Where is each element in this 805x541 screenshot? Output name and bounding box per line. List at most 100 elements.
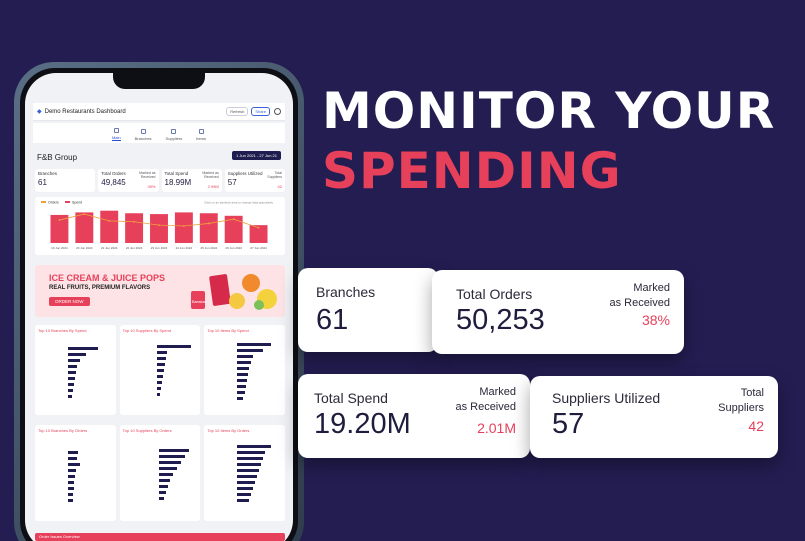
total-orders-card: Total Orders 50,253 Marked as Received 3…: [432, 270, 684, 354]
chart-x-tick: 19 Jun 2024: [51, 246, 68, 250]
panel-title: Top 10 Items By Orders: [207, 428, 250, 433]
app-header: ◆ Demo Restaurants Dashboard Refresh Sha…: [33, 103, 285, 121]
total-orders-label: Total Orders: [456, 286, 533, 302]
chart-x-tick: 24 Jun 2024: [176, 246, 193, 250]
chart-bar[interactable]: [174, 212, 193, 243]
chart-bar[interactable]: [75, 212, 94, 243]
panel-bars: [158, 449, 189, 500]
spend-panels-row: Top 10 Branches By Spend Top 10 Supplier…: [35, 325, 286, 419]
total-suppliers-value: 42: [748, 418, 764, 434]
total-spend-side-label: Marked as Received: [455, 385, 516, 415]
phone-notch: [113, 73, 205, 89]
kpi-row: Branches 61 Total Orders 49,845 Marked a…: [35, 169, 285, 192]
banner-title: ICE CREAM & JUICE POPS: [49, 273, 166, 283]
banner-brand: Barakat: [192, 299, 207, 304]
panel-title: Top 10 Branches By Orders: [38, 428, 88, 433]
share-button[interactable]: Share: [251, 107, 270, 116]
suppliers-utilized-label: Suppliers Utilized: [552, 390, 661, 406]
orders-point: [182, 225, 185, 227]
chart-x-tick: 23 Jun 2024: [151, 246, 168, 250]
chart-bar[interactable]: [125, 213, 144, 243]
kpi-value: 49,845: [101, 178, 126, 187]
total-orders-side-value: 38%: [641, 312, 670, 328]
tab-branches[interactable]: Branches: [135, 129, 152, 141]
kpi-title: Total Orders: [101, 171, 126, 176]
kpi-side-label: Marked as Received: [139, 171, 156, 179]
chart-bar[interactable]: [199, 213, 218, 243]
kpi-title: Suppliers Utilized: [227, 171, 263, 176]
chart-x-tick: 27 Jun 2024: [250, 246, 267, 250]
chart-x-tick: 21 Jun 2024: [101, 246, 118, 250]
group-title: F&B Group: [37, 153, 78, 162]
suppliers-utilized-value: 57: [552, 408, 585, 440]
chart-bar[interactable]: [50, 214, 69, 243]
chart-hint: Click on an attribute area to change dat…: [204, 201, 273, 205]
chart-bar[interactable]: [249, 225, 268, 243]
total-orders-value: 50,253: [456, 304, 545, 336]
panel-bars: [156, 345, 191, 396]
tab-suppliers[interactable]: Suppliers: [165, 129, 183, 141]
kpi-title: Total Spend: [164, 171, 189, 176]
tab-items[interactable]: Items: [196, 129, 206, 141]
chart-bar[interactable]: [224, 215, 243, 243]
kpi-side-label: Total Suppliers: [267, 171, 282, 179]
order-now-button[interactable]: ORDER NOW: [49, 297, 90, 306]
side-label-line-2: as Received: [609, 296, 670, 309]
top-items-spend-panel: Top 10 Items By Spend: [204, 325, 286, 415]
kpi-card: Total Spend 18.99M Marked as Received 2.…: [161, 169, 222, 192]
orders-point: [232, 218, 235, 221]
date-range-picker[interactable]: 1 Jun 2021 - 27 Jun 21: [232, 151, 281, 160]
banner-subtitle: REAL FRUITS, PREMIUM FLAVORS: [49, 285, 151, 291]
chart-x-tick: 20 Jun 2024: [76, 246, 93, 250]
kpi-card: Total Orders 49,845 Marked as Received 3…: [98, 169, 159, 192]
kpi-value: 61: [38, 178, 47, 187]
branches-value: 61: [316, 304, 349, 336]
app-title: Demo Restaurants Dashboard: [44, 108, 126, 115]
panel-bars: [237, 445, 272, 502]
total-spend-side-value: 2.01M: [477, 420, 516, 436]
suppliers-utilized-card: Suppliers Utilized 57 Total Suppliers 42: [530, 376, 778, 458]
phone-mockup: ◆ Demo Restaurants Dashboard Refresh Sha…: [14, 62, 304, 541]
headline-line-1: MONITOR YOUR: [322, 82, 776, 140]
orders-point: [257, 226, 260, 229]
side-label-line-2: Suppliers: [718, 401, 764, 414]
phone-screen: ◆ Demo Restaurants Dashboard Refresh Sha…: [25, 73, 293, 541]
side-label-line-1: Marked: [633, 282, 670, 294]
panel-title: Top 10 Suppliers By Orders: [122, 428, 172, 433]
panel-bars: [237, 343, 272, 400]
headline-line-2: SPENDING: [322, 142, 622, 200]
grid-icon: [113, 128, 119, 133]
chart-x-tick: 26 Jun 2024: [225, 246, 242, 250]
chart-svg: Orders Spend Click on an attribute area …: [41, 201, 273, 250]
kpi-card: Branches 61: [35, 169, 96, 192]
top-branches-orders-panel: Top 10 Branches By Orders: [35, 425, 116, 521]
side-label-line-1: Total: [740, 387, 764, 399]
branches-label: Branches: [316, 284, 376, 300]
user-avatar-icon[interactable]: [274, 108, 281, 115]
panel-title: Top 10 Items By Spend: [207, 328, 249, 333]
tab-main-label: Main: [111, 135, 121, 140]
orders-spend-chart[interactable]: Orders Spend Click on an attribute area …: [35, 197, 285, 255]
order-issues-bar[interactable]: Order Issues Overview: [35, 533, 285, 541]
refresh-button[interactable]: Refresh: [226, 107, 249, 116]
total-spend-value: 19.20M: [314, 408, 411, 440]
total-spend-card: Total Spend 19.20M Marked as Received 2.…: [298, 374, 530, 458]
fork-knife-icon: [140, 129, 146, 134]
orders-point: [158, 224, 160, 227]
total-orders-side-label: Marked as Received: [609, 281, 670, 311]
chart-bar[interactable]: [100, 210, 119, 243]
promo-banner[interactable]: ICE CREAM & JUICE POPS REAL FRUITS, PREM…: [35, 265, 285, 317]
kpi-side-value: 42: [277, 184, 282, 189]
tab-main[interactable]: Main: [111, 128, 121, 141]
kpi-card: Suppliers Utilized 57 Total Suppliers 42: [224, 169, 285, 192]
panel-bars: [68, 347, 98, 398]
tab-suppliers-label: Suppliers: [165, 136, 183, 141]
orders-point: [58, 219, 61, 221]
kpi-side-value: 2.99M: [207, 184, 219, 189]
kpi-side-value: 39%: [147, 184, 156, 189]
branches-card: Branches 61: [298, 268, 438, 352]
chart-bar[interactable]: [150, 214, 168, 243]
chart-x-tick: 25 Jun 2024: [201, 246, 218, 250]
top-suppliers-orders-panel: Top 10 Suppliers By Orders: [119, 425, 201, 521]
tag-icon: [198, 129, 204, 134]
